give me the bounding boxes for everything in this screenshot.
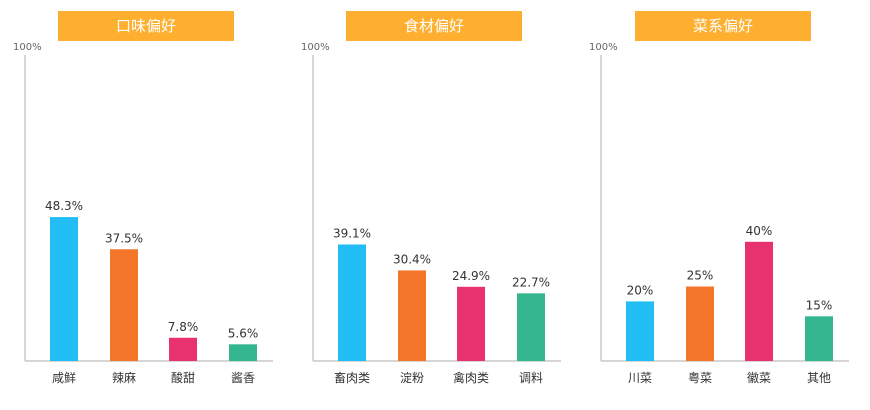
category-label: 粤菜 [688, 370, 712, 385]
bar [517, 293, 545, 361]
panel-title-box [58, 11, 234, 41]
bar-value-label: 30.4% [393, 252, 431, 266]
bar [626, 301, 654, 361]
category-label: 禽肉类 [453, 370, 489, 385]
axis-max-label: 100% [13, 42, 42, 53]
category-label: 调料 [519, 371, 543, 385]
bar [169, 337, 197, 361]
category-label: 其他 [807, 371, 831, 385]
panel-title: 食材偏好 [404, 17, 464, 35]
bar-value-label: 48.3% [45, 199, 83, 213]
axis-max-label: 100% [301, 42, 330, 53]
panel-title: 口味偏好 [116, 17, 176, 35]
bar [50, 217, 78, 361]
bar-value-label: 20% [627, 283, 654, 297]
bar [745, 241, 773, 361]
panel-title-box [346, 11, 522, 41]
category-label: 酸甜 [171, 370, 195, 385]
bar-value-label: 7.8% [168, 320, 199, 334]
bar [805, 316, 833, 361]
bar-value-label: 25% [687, 269, 714, 283]
bar [686, 286, 714, 361]
bar-value-label: 22.7% [512, 275, 550, 289]
bar-value-label: 40% [746, 224, 773, 238]
bar-value-label: 24.9% [452, 269, 490, 283]
bar [110, 249, 138, 361]
category-label: 畜肉类 [334, 370, 370, 385]
bar [457, 286, 485, 361]
bar [338, 244, 366, 361]
category-label: 淀粉 [400, 371, 424, 385]
category-label: 川菜 [628, 371, 652, 385]
axis-max-label: 100% [589, 42, 618, 53]
bar [398, 270, 426, 361]
panel-title-box [635, 11, 811, 41]
category-label: 酱香 [231, 370, 255, 385]
category-label: 咸鲜 [52, 371, 76, 385]
panel-title: 菜系偏好 [693, 17, 753, 35]
category-label: 徽菜 [747, 370, 771, 385]
bar-value-label: 39.1% [333, 226, 371, 240]
bar-value-label: 37.5% [105, 231, 143, 245]
bar-value-label: 15% [806, 298, 833, 312]
bar-value-label: 5.6% [228, 326, 259, 340]
bar [229, 344, 257, 361]
category-label: 辣麻 [112, 370, 136, 385]
